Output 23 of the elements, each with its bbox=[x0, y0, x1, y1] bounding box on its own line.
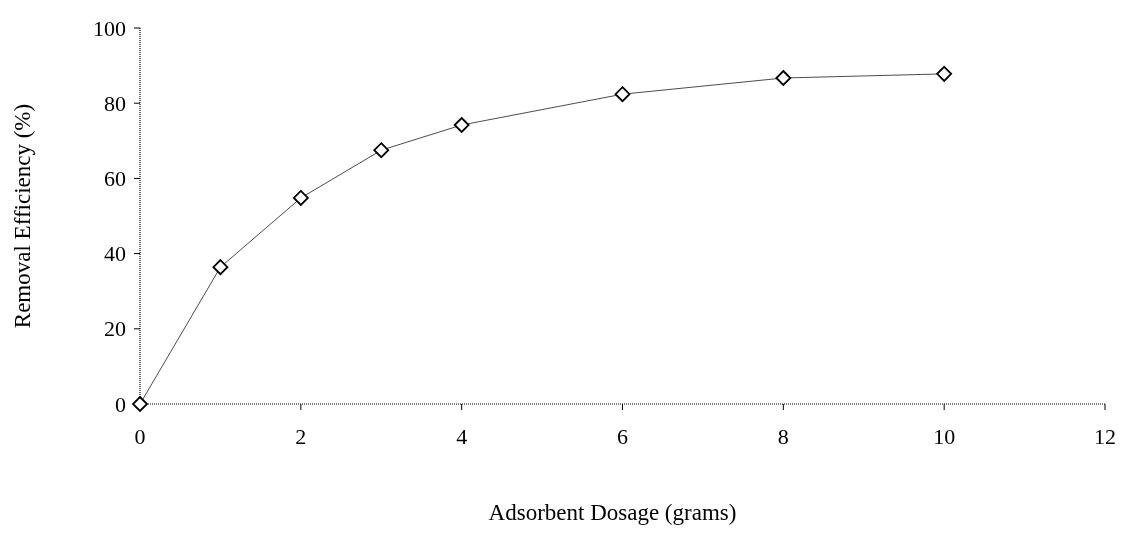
x-tick-label: 6 bbox=[617, 424, 628, 449]
point bbox=[775, 70, 792, 86]
y-tick-label: 20 bbox=[104, 316, 126, 342]
point bbox=[373, 142, 390, 159]
point bbox=[212, 259, 229, 276]
point bbox=[292, 190, 309, 206]
x-tick-label: 12 bbox=[1094, 424, 1116, 449]
point bbox=[453, 117, 470, 133]
y-tick-label: 100 bbox=[93, 15, 126, 41]
x-tick-label: 10 bbox=[933, 424, 956, 449]
x-axis-title: Adsorbent Dosage (grams) bbox=[488, 500, 737, 525]
point bbox=[132, 396, 148, 412]
x-tick-label: 0 bbox=[134, 424, 146, 449]
point bbox=[614, 86, 631, 103]
y-tick-label: 40 bbox=[104, 241, 126, 267]
point bbox=[936, 65, 953, 82]
x-tick-label: 2 bbox=[295, 424, 307, 449]
y-tick-label: 80 bbox=[104, 90, 126, 116]
x-tick-label: 4 bbox=[456, 424, 468, 449]
x-tick-label: 8 bbox=[777, 424, 789, 449]
y-tick-label: 0 bbox=[115, 391, 126, 417]
y-axis-title: Removal Efficiency (%) bbox=[10, 103, 35, 329]
y-tick-label: 60 bbox=[104, 165, 126, 191]
